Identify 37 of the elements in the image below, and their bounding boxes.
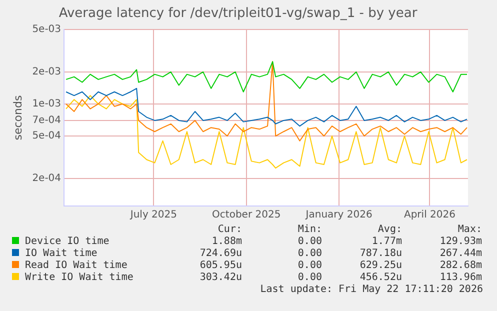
text: 1.77m (370, 236, 402, 248)
text: 129.93m (438, 236, 482, 248)
text: Min: (296, 224, 322, 236)
text: 724.69u (198, 248, 242, 260)
text: 0.00 (296, 236, 322, 248)
y-tick-label: 7e-04 (32, 115, 62, 126)
text: Cur: (216, 224, 242, 236)
text: 0.00 (296, 272, 322, 284)
text: 0.00 (296, 248, 322, 260)
y-axis-title: seconds (11, 95, 24, 140)
legend-label: Read IO Wait time (24, 260, 128, 272)
x-tick-label: April 2026 (404, 210, 456, 221)
legend-label: Device IO time (24, 236, 110, 248)
y-tick-label: 5e-03 (32, 24, 62, 36)
chart-title: Average latency for /dev/tripleit01-vg/swap_1 - by year (58, 6, 418, 22)
text: 267.44m (438, 248, 482, 260)
text: 456.52u (358, 272, 402, 284)
text: 605.95u (198, 260, 242, 272)
y-tick-label: 1e-03 (32, 98, 62, 110)
text: 282.68m (438, 260, 482, 272)
text: 303.42u (198, 272, 242, 284)
text: 0.00 (296, 260, 322, 272)
x-tick-label: July 2025 (129, 210, 178, 221)
text: Last update: Fri May 22 17:11:20 2026 (259, 284, 483, 296)
text: 629.25u (358, 260, 402, 272)
y-tick-label: 5e-04 (32, 130, 62, 142)
legend-label: Write IO Wait time (24, 272, 134, 284)
text: 787.18u (358, 248, 402, 260)
y-tick-label: 2e-04 (32, 172, 62, 184)
text: Max: (456, 224, 482, 236)
text: Avg: (376, 224, 402, 236)
x-tick-label: October 2025 (212, 210, 281, 221)
y-tick-label: 2e-03 (32, 66, 62, 78)
text: 1.88m (210, 236, 242, 248)
legend-label: IO Wait time (24, 248, 98, 260)
x-tick-label: January 2026 (304, 210, 372, 221)
text: 113.96m (438, 272, 482, 284)
